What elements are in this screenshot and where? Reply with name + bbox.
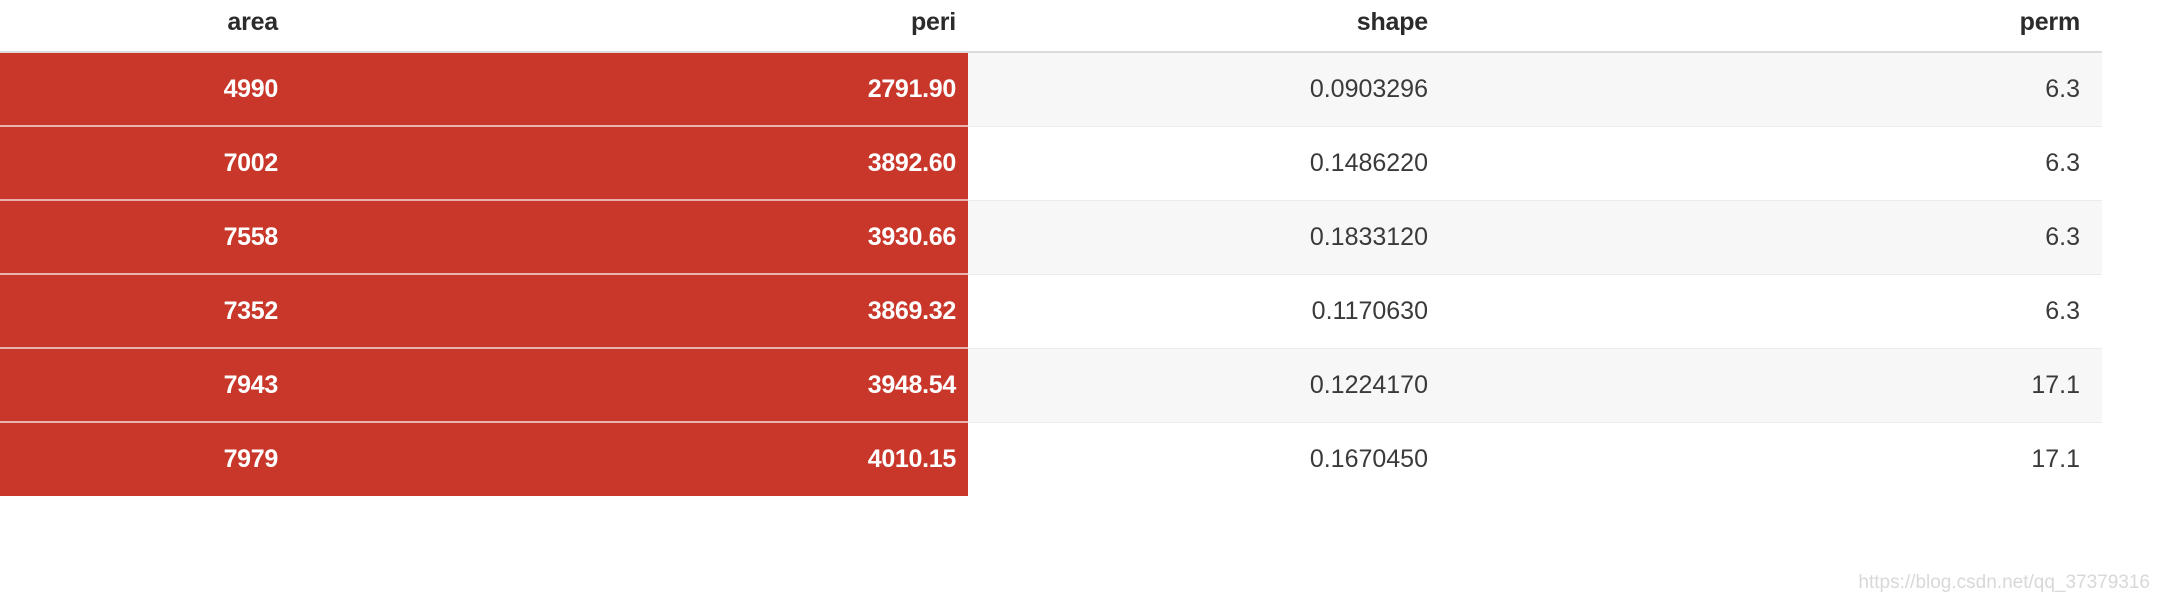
table-body: 4990 2791.90 0.0903296 6.3 7002 3892.60 … (0, 51, 2102, 496)
cell-area: 7943 (0, 347, 388, 422)
column-header-peri[interactable]: peri (388, 0, 968, 53)
table-row: 7943 3948.54 0.1224170 17.1 (0, 347, 2102, 423)
cell-peri: 3892.60 (388, 125, 968, 200)
cell-perm: 6.3 (1648, 199, 2102, 275)
cell-shape: 0.0903296 (968, 51, 1648, 127)
cell-area: 7979 (0, 421, 388, 496)
table-header: area peri shape perm (0, 0, 2102, 53)
column-header-shape[interactable]: shape (968, 0, 1648, 53)
table-row: 7002 3892.60 0.1486220 6.3 (0, 125, 2102, 200)
cell-area: 7558 (0, 199, 388, 274)
cell-perm: 6.3 (1648, 126, 2102, 200)
watermark-text: https://blog.csdn.net/qq_37379316 (1858, 572, 2150, 593)
cell-perm: 17.1 (1648, 422, 2102, 496)
cell-peri: 2791.90 (388, 51, 968, 126)
cell-area: 4990 (0, 51, 388, 126)
cell-shape: 0.1670450 (968, 422, 1648, 496)
cell-shape: 0.1170630 (968, 274, 1648, 348)
cell-peri: 3948.54 (388, 347, 968, 422)
table-row: 7558 3930.66 0.1833120 6.3 (0, 199, 2102, 275)
cell-shape: 0.1224170 (968, 347, 1648, 423)
cell-area: 7002 (0, 125, 388, 200)
table-header-row: area peri shape perm (0, 0, 2102, 53)
data-table: area peri shape perm 4990 2791.90 0.0903… (0, 0, 2102, 496)
cell-shape: 0.1833120 (968, 199, 1648, 275)
cell-perm: 6.3 (1648, 51, 2102, 127)
cell-area: 7352 (0, 273, 388, 348)
cell-peri: 3869.32 (388, 273, 968, 348)
cell-peri: 3930.66 (388, 199, 968, 274)
table-row: 4990 2791.90 0.0903296 6.3 (0, 51, 2102, 127)
column-header-perm[interactable]: perm (1648, 0, 2102, 53)
cell-perm: 6.3 (1648, 274, 2102, 348)
column-header-area[interactable]: area (0, 0, 388, 53)
cell-perm: 17.1 (1648, 347, 2102, 423)
cell-shape: 0.1486220 (968, 126, 1648, 200)
table-row: 7352 3869.32 0.1170630 6.3 (0, 273, 2102, 348)
table-row: 7979 4010.15 0.1670450 17.1 (0, 421, 2102, 496)
cell-peri: 4010.15 (388, 421, 968, 496)
